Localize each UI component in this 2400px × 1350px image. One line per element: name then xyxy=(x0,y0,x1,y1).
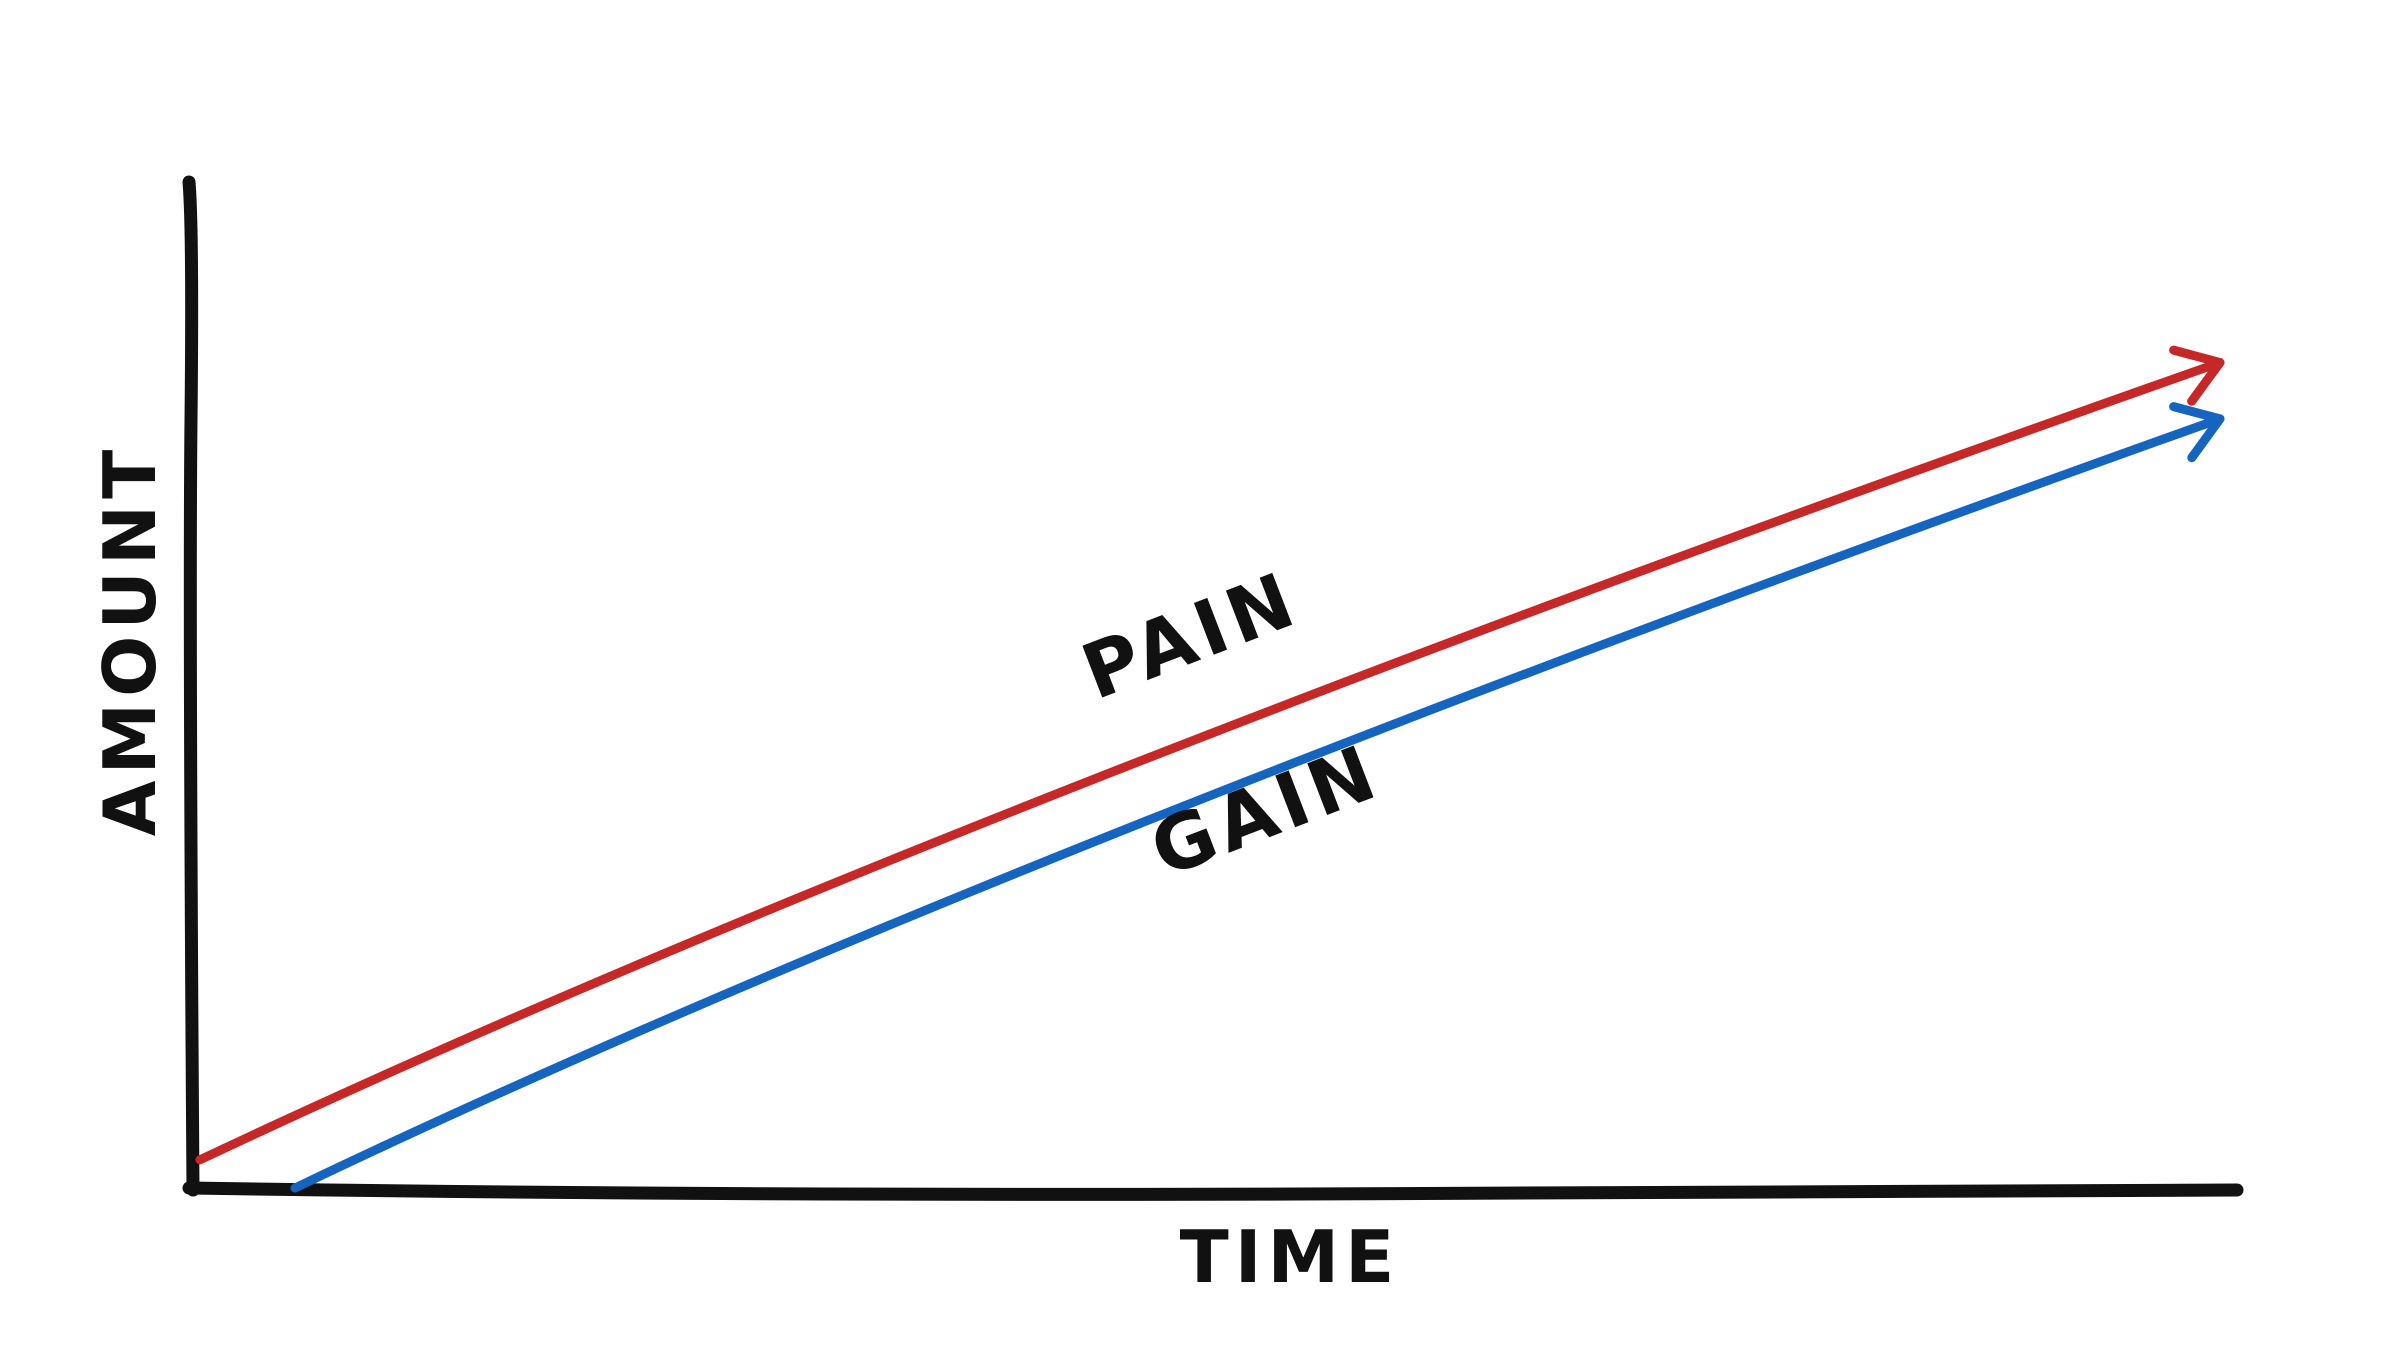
x-axis xyxy=(182,1181,2244,1201)
series-lines xyxy=(195,345,2225,1193)
axes xyxy=(182,175,2244,1201)
series-line-gain xyxy=(290,414,2225,1193)
series-label-pain: PAIN xyxy=(1070,554,1310,717)
series-line-pain xyxy=(195,358,2225,1165)
arrowhead-pain xyxy=(2169,345,2225,406)
x-axis-label: TIME xyxy=(1180,1215,1401,1299)
y-axis xyxy=(182,175,200,1197)
y-axis-label: AMOUNT xyxy=(88,444,172,836)
arrowhead-gain xyxy=(2169,402,2225,463)
